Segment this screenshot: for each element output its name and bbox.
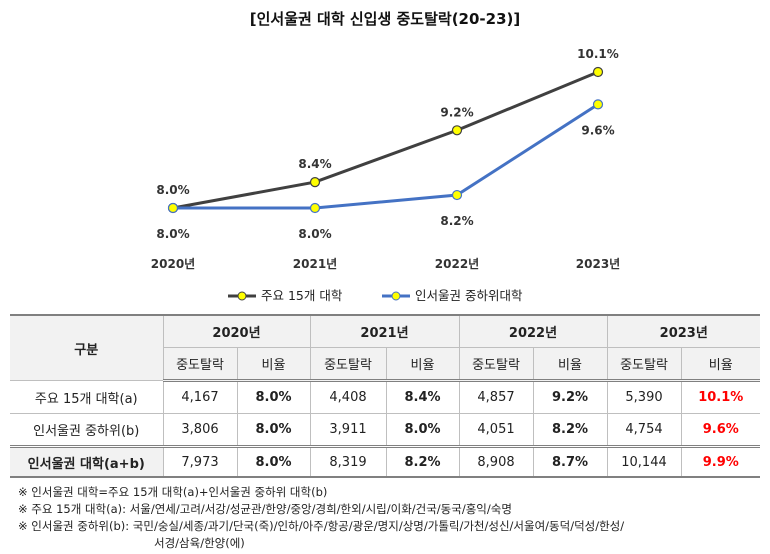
count-cell: 4,857: [458, 380, 534, 414]
count-cell: 3,806: [162, 413, 238, 447]
data-point: [451, 125, 463, 136]
table-row: 주요 15개 대학(a) 4,167 8.0% 4,408 8.4% 4,857 9.2% 5…: [10, 380, 760, 414]
count-cell: 5,390: [606, 380, 682, 414]
series-line: [173, 103, 599, 210]
data-label: 8.4%: [298, 157, 331, 171]
line-chart: 2020년 2021년 2022년 2023년 8.0% 8.4% 9.2% 10.1% 8.0…: [151, 47, 620, 303]
count-cell: 10,144: [606, 445, 682, 478]
row-label: 주요 15개 대학(a): [10, 380, 164, 414]
sub-header: 중도탈락: [458, 347, 534, 382]
rate-cell: 8.0%: [236, 413, 311, 447]
rate-cell: 8.0%: [385, 413, 460, 447]
sub-header: 비율: [680, 347, 760, 382]
rate-cell: 8.7%: [532, 445, 608, 478]
data-point: [167, 202, 179, 214]
table-row: 인서울권 중하위(b) 3,806 8.0% 3,911 8.0% 4,051 8.2% 4,…: [10, 413, 760, 447]
data-label: 10.1%: [577, 47, 619, 61]
count-cell: 7,973: [162, 445, 238, 478]
x-tick-label: 2023년: [576, 257, 620, 271]
rate-cell: 9.9%: [680, 445, 760, 478]
data-point: [309, 176, 321, 188]
x-tick-label: 2020년: [151, 257, 195, 271]
data-label: 9.6%: [581, 123, 614, 137]
footnote: ※ 인서울권 대학=주요 15개 대학(a)+인서울권 중하위 대학(b): [18, 485, 328, 499]
corner-header: 구분: [10, 314, 164, 381]
data-table: 구분 2020년 2021년 2022년 2023년 중도탈락 비율 중도탈락 비율…: [10, 314, 760, 478]
sub-header: 비율: [236, 347, 311, 382]
data-point: [592, 99, 604, 110]
series-line: [172, 70, 599, 210]
rate-cell: 9.6%: [680, 413, 760, 447]
x-tick-label: 2021년: [293, 257, 337, 271]
rate-cell: 8.2%: [385, 445, 460, 478]
sub-header: 중도탈락: [162, 347, 238, 382]
row-label: 인서울권 대학(a+b): [10, 445, 164, 478]
data-label: 9.2%: [440, 105, 473, 119]
count-cell: 8,908: [458, 445, 534, 478]
x-tick-label: 2022년: [435, 257, 479, 271]
table-row: 인서울권 대학(a+b) 7,973 8.0% 8,319 8.2% 8,908 8.7% 1…: [10, 445, 760, 478]
count-cell: 4,408: [309, 380, 387, 414]
sub-header: 비율: [532, 347, 608, 382]
sub-header: 중도탈락: [309, 347, 387, 382]
rate-cell: 8.4%: [385, 380, 460, 414]
rate-cell: 8.0%: [236, 445, 311, 478]
rate-cell: 8.0%: [236, 380, 311, 414]
rate-cell: 9.2%: [532, 380, 608, 414]
rate-cell: 10.1%: [680, 380, 760, 414]
data-point: [451, 189, 463, 201]
data-label: 8.0%: [298, 227, 331, 241]
sub-header: 비율: [385, 347, 460, 382]
legend-marker: [237, 291, 247, 301]
year-header: 2020년: [162, 314, 311, 348]
year-header: 2022년: [458, 314, 608, 348]
count-cell: 4,051: [458, 413, 534, 447]
year-header: 2021년: [309, 314, 460, 348]
legend-marker: [391, 291, 401, 301]
year-header: 2023년: [606, 314, 760, 348]
count-cell: 4,167: [162, 380, 238, 414]
rate-cell: 8.2%: [532, 413, 608, 447]
legend-label: 주요 15개 대학: [261, 288, 343, 303]
legend-label: 인서울권 중하위대학: [415, 288, 523, 303]
data-point: [309, 202, 321, 214]
count-cell: 4,754: [606, 413, 682, 447]
count-cell: 3,911: [309, 413, 387, 447]
data-point: [592, 66, 604, 78]
data-label: 8.2%: [440, 214, 473, 228]
data-label: 8.0%: [156, 183, 189, 197]
footnotes: ※ 인서울권 대학=주요 15개 대학(a)+인서울권 중하위 대학(b) ※ …: [18, 484, 624, 552]
footnote: 서경/삼육/한양(에): [154, 536, 245, 550]
count-cell: 8,319: [309, 445, 387, 478]
footnote: ※ 주요 15개 대학(a): 서울/연세/고려/서강/성균관/한양/중앙/경희…: [18, 502, 512, 516]
sub-header: 중도탈락: [606, 347, 682, 382]
row-label: 인서울권 중하위(b): [10, 413, 164, 447]
data-label: 8.0%: [156, 227, 189, 241]
chart-title: [인서울권 대학 신입생 중도탈락(20-23)]: [249, 10, 521, 28]
footnote: ※ 인서울권 중하위(b): 국민/숭실/세종/과기/단국(죽)/인하/아주/항…: [18, 519, 625, 533]
